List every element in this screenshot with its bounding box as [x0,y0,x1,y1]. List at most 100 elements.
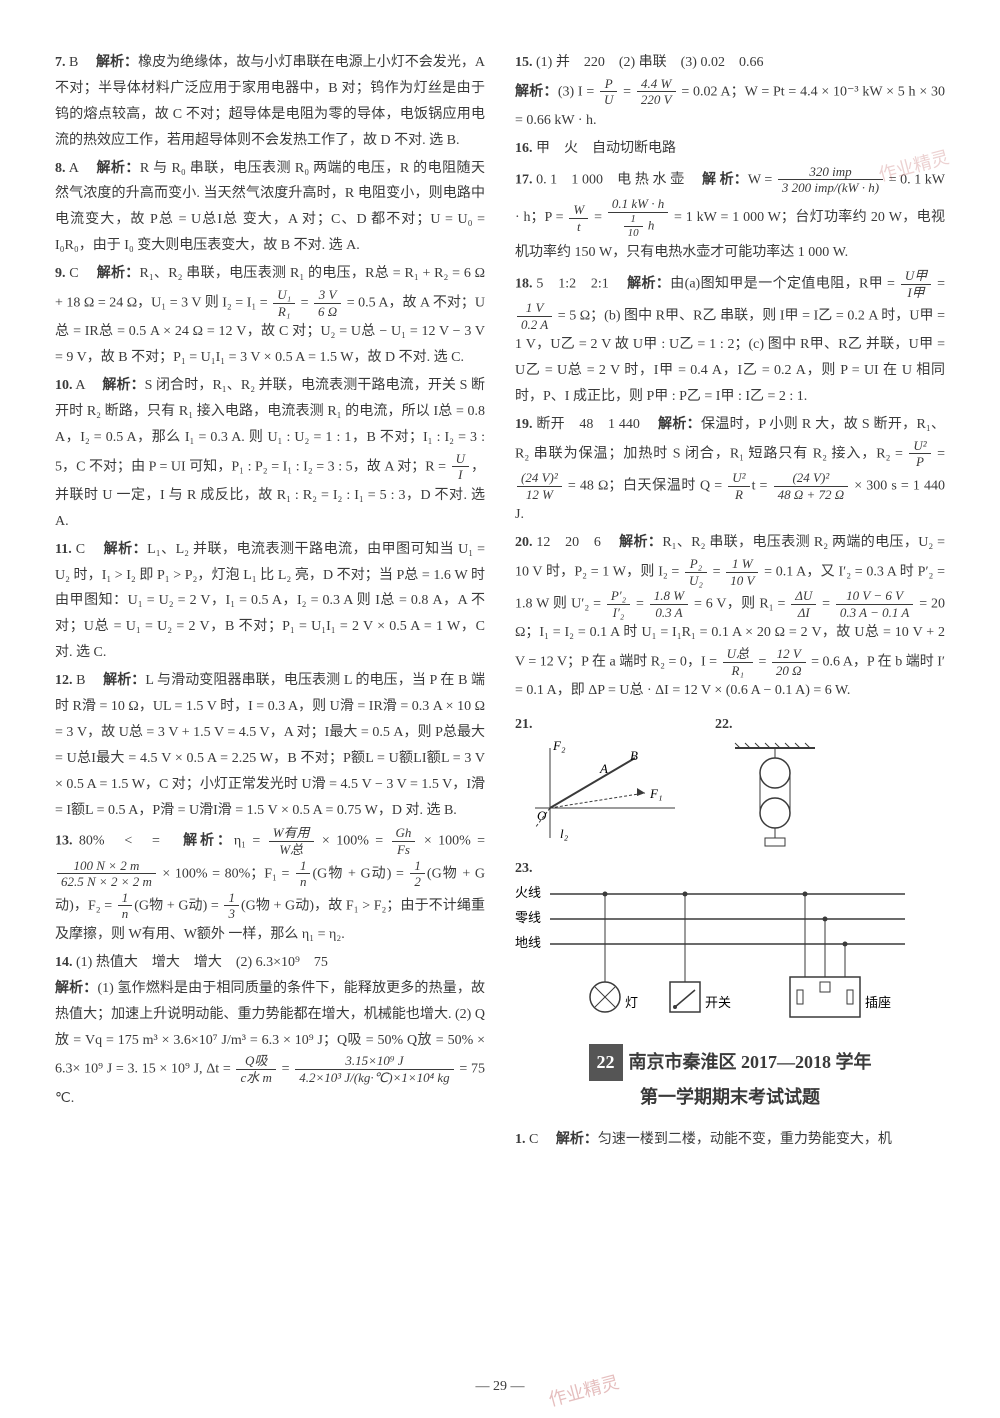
q-number: 20. [515,535,533,550]
q-answer: A [69,161,78,176]
fraction: (24 V)²48 Ω + 72 Ω [774,470,849,502]
fraction: U²R [728,470,749,502]
section-header: 22 南京市秦淮区 2017—2018 学年 第一学期期末考试试题 [515,1044,945,1115]
q-number: 10. [55,378,73,393]
fraction: 1 W10 V [726,556,758,588]
q8: 8. A 解析：R 与 R₀ 串联，电压表测 R₀ 两端的电压，R 的电阻随天然… [55,156,485,260]
svg-text:O: O [537,808,547,823]
q-number: 17. [515,172,533,187]
explain-label: 解析： [103,673,145,688]
fraction: Wt [569,202,588,234]
fraction: 0.1 kW · h110 h [608,196,668,240]
explain-label: 解析： [96,55,138,70]
q19: 19. 断开 48 1 440 解析：保温时，P 小则 R 大，故 S 断开，R… [515,412,945,528]
q-number: 21. [515,717,533,732]
q-answer: 80% < = [79,834,160,849]
q13: 13. 80% < = 解析：η₁ = W有用W总 × 100% = GhFs … [55,825,485,947]
explain-label: 解析： [104,542,148,557]
explain-label: 解析： [102,378,144,393]
q20: 20. 12 20 6 解析：R₁、R₂ 串联，电压表测 R₂ 两端的电压，U₂… [515,530,945,704]
q21-diagram: 21. F₂ A B F₁ O l₂ [515,712,695,848]
fraction: 1n [296,858,311,890]
fraction: 12 V20 Ω [772,646,806,678]
q-answer: 12 20 6 [536,535,601,550]
q-answer: B [69,55,78,70]
q23: 23. 火线 零线 地线 灯 [515,856,945,1032]
q-number: 19. [515,417,533,432]
svg-text:地线: 地线 [515,935,541,950]
two-column-layout: 7. B 解析：橡皮为绝缘体，故与小灯串联在电源上小灯不会发光，A 不对；半导体… [55,50,945,1330]
fraction: U总R₁ [723,646,753,678]
right-column: 15. (1) 并 220 (2) 串联 (3) 0.02 0.66 解析：(3… [515,50,945,1330]
q-number: 13. [55,834,73,849]
q-answer: C [76,542,85,557]
q-number: 22. [715,717,733,732]
fraction: W有用W总 [269,825,314,857]
q-number: 15. [515,55,533,70]
q10: 10. A 解析：S 闭合时，R₁、R₂ 并联，电流表测干路电流，开关 S 断开… [55,373,485,535]
section-badge: 22 [589,1044,623,1081]
fraction: 3 V6 Ω [314,287,341,319]
fraction: (24 V)²12 W [517,470,562,502]
fraction: 1.8 W0.3 A [650,588,688,620]
explain-label: 解析： [55,981,97,996]
q-answer: C [529,1132,538,1147]
fraction: 1n [118,890,133,922]
q15: 15. (1) 并 220 (2) 串联 (3) 0.02 0.66 解析：(3… [515,50,945,134]
q18: 18. 5 1:2 2:1 解析：由(a)图知甲是一个定值电阻，R甲 = U甲I… [515,268,945,410]
q-number: 14. [55,955,73,970]
fraction: P′₂I′₂ [607,588,630,620]
q22-diagram: 22. [715,712,835,848]
q-number: 18. [515,276,533,291]
section-title-2: 第一学期期末考试试题 [640,1087,820,1107]
q1-sec22: 1. C 解析：匀速一楼到二楼，动能不变，重力势能变大，机 [515,1127,945,1153]
explain-label: 解析： [619,535,662,550]
left-column: 7. B 解析：橡皮为绝缘体，故与小灯串联在电源上小灯不会发光，A 不对；半导体… [55,50,485,1330]
svg-text:灯: 灯 [625,995,638,1010]
q-answer: 甲 火 自动切断电路 [536,141,676,156]
explain-label: 解析： [515,84,558,99]
q-number: 7. [55,55,66,70]
fraction: 100 N × 2 m62.5 N × 2 × 2 m [57,858,156,890]
q-answer: B [76,673,85,688]
q-answer: 断开 48 1 440 [536,417,639,432]
diagrams-21-22: 21. F₂ A B F₁ O l₂ [515,712,945,848]
q-answer: (1) 并 220 (2) 串联 (3) 0.02 0.66 [536,55,763,70]
q-answer: (1) 热值大 增大 增大 (2) 6.3×10⁹ 75 [76,955,328,970]
q-number: 8. [55,161,66,176]
q-answer: 0. 1 1 000 电 热 水 壶 [536,172,684,187]
fraction: 12 [410,858,425,890]
q-answer: A [75,378,84,393]
q11: 11. C 解析：L₁、L₂ 并联，电流表测干路电流，由甲图可知当 U₁ = U… [55,537,485,666]
fraction: U甲I甲 [901,268,931,300]
explain-label: 解析： [556,1132,598,1147]
explain-label: 解析： [183,834,234,849]
lever-diagram-icon: F₂ A B F₁ O l₂ [515,738,695,848]
q-number: 11. [55,542,72,557]
explain-label: 解析： [658,417,701,432]
fraction: ΔUΔI [791,588,816,620]
q14: 14. (1) 热值大 增大 增大 (2) 6.3×10⁹ 75 解析：(1) … [55,950,485,1112]
svg-text:l₂: l₂ [560,826,569,841]
pulley-diagram-icon [715,738,835,848]
q12: 12. B 解析：L 与滑动变阻器串联，电压表测 L 的电压，当 P 在 B 端… [55,668,485,823]
fraction: P₂U₂ [685,556,707,588]
q-number: 9. [55,266,66,281]
circuit-diagram-icon: 火线 零线 地线 灯 开关 [515,882,915,1032]
page: 作业精灵 7. B 解析：橡皮为绝缘体，故与小灯串联在电源上小灯不会发光，A 不… [0,0,1000,1418]
explain-label: 解析： [627,276,670,291]
explain-label: 解析： [96,161,139,176]
q-answer: 5 1:2 2:1 [536,276,608,291]
fraction: 10 V − 6 V0.3 A − 0.1 A [836,588,913,620]
q-answer: C [69,266,78,281]
section-title-1: 南京市秦淮区 2017—2018 学年 [629,1052,872,1072]
q-number: 1. [515,1132,526,1147]
svg-text:插座: 插座 [865,995,891,1010]
svg-text:零线: 零线 [515,910,541,925]
fraction: U₁R₁ [273,287,295,319]
fraction: 13 [224,890,239,922]
fraction: UI [452,451,469,483]
explain-label: 解 析： [702,172,748,187]
svg-text:火线: 火线 [515,885,541,900]
q9: 9. C 解析：R₁、R₂ 串联，电压表测 R₁ 的电压，R总 = R₁ + R… [55,261,485,371]
